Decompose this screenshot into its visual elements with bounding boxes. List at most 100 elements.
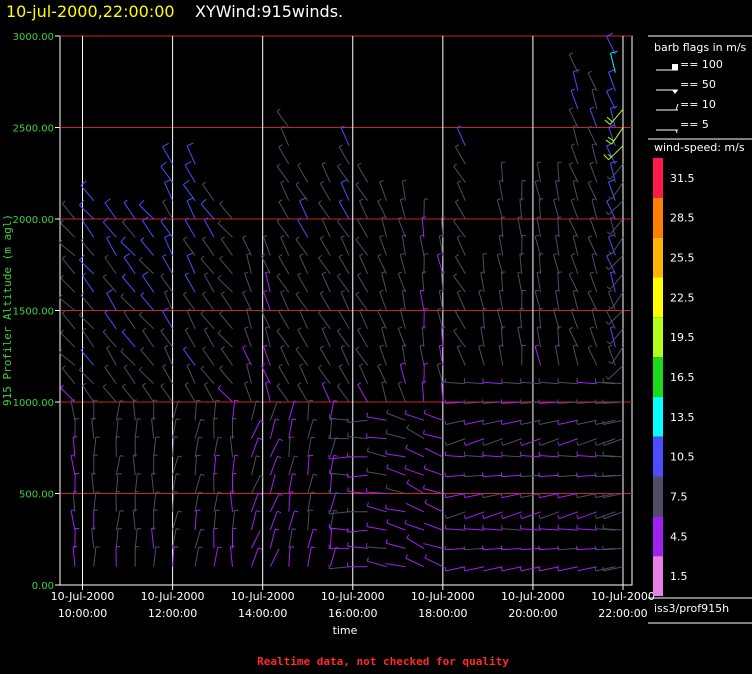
barb-staff: [539, 493, 560, 499]
barb-staff: [115, 510, 121, 531]
wind-barb: [74, 418, 80, 439]
barb-tick: [463, 514, 466, 519]
barb-tick: [575, 493, 578, 498]
barb-staff: [162, 311, 174, 330]
barb-tick: [217, 329, 222, 334]
barb-staff: [182, 294, 196, 311]
barb-tick: [385, 539, 388, 544]
barb-staff: [123, 366, 136, 384]
barb-tick: [61, 200, 66, 204]
wind-barb: [58, 294, 76, 311]
barb-staff: [576, 401, 597, 404]
barb-staff: [404, 523, 425, 531]
wind-barb: [321, 381, 331, 403]
barb-staff: [321, 273, 331, 293]
barb-staff: [591, 254, 598, 275]
wind-barb: [269, 418, 280, 439]
barb-tick: [519, 493, 522, 498]
wind-barb: [357, 382, 369, 403]
barb-staff: [276, 165, 290, 183]
barb-staff: [610, 217, 616, 238]
barb-staff: [269, 438, 280, 458]
wind-barb: [608, 179, 616, 201]
wind-barb: [232, 527, 237, 549]
barb-tick: [405, 444, 408, 449]
barb-staff: [436, 254, 444, 275]
barb-staff: [609, 328, 624, 345]
barb-tick: [338, 254, 343, 258]
wind-barb: [82, 218, 95, 238]
barb-tick: [379, 289, 384, 293]
wind-barb: [399, 253, 406, 275]
barb-staff: [501, 547, 522, 551]
barb-staff: [213, 437, 219, 457]
wind-barb: [82, 327, 95, 348]
wind-barb: [336, 163, 350, 183]
barb-staff: [421, 272, 425, 293]
wind-barb: [587, 235, 598, 256]
barb-tick: [186, 308, 191, 311]
barb-staff: [555, 180, 560, 201]
barb-staff: [261, 365, 271, 384]
barb-tick: [340, 235, 345, 238]
barb-tick: [338, 363, 343, 367]
barb-tick: [557, 514, 560, 519]
barb-tick: [444, 566, 447, 571]
barb-staff: [194, 400, 198, 421]
barb-tick: [221, 291, 225, 295]
barb-staff: [140, 239, 155, 256]
wind-barb: [456, 290, 466, 311]
wind-barb: [366, 557, 387, 568]
barb-tick: [276, 163, 281, 167]
barb-staff: [536, 162, 542, 183]
barb-staff: [104, 257, 117, 275]
barb-staff: [568, 164, 579, 183]
wind-barb: [246, 307, 252, 329]
barb-staff: [501, 566, 522, 572]
wind-barb: [184, 161, 196, 183]
wind-barb: [602, 378, 624, 385]
barb-staff: [436, 309, 444, 329]
wind-barb: [386, 409, 406, 421]
barb-staff: [381, 272, 388, 293]
barb-staff: [572, 126, 579, 146]
barb-staff: [79, 204, 95, 220]
barb-tick: [299, 197, 307, 202]
barb-staff: [595, 547, 616, 551]
wind-barb: [444, 493, 466, 499]
barb-staff: [568, 219, 579, 238]
barb-tick: [217, 384, 222, 389]
barb-staff: [445, 455, 466, 458]
barb-tick: [311, 436, 316, 439]
wind-barb: [421, 326, 427, 348]
barb-tick: [280, 180, 285, 183]
barb-tick: [606, 286, 611, 290]
wind-barb: [338, 309, 350, 330]
barb-tick: [177, 510, 183, 513]
barb-tick: [606, 176, 611, 180]
barb-tick: [386, 464, 389, 469]
wind-barb: [186, 363, 196, 384]
barb-tick: [478, 344, 483, 347]
wind-barb: [338, 254, 350, 275]
barb-staff: [359, 255, 369, 275]
wind-barb: [307, 491, 316, 512]
barb-staff: [278, 201, 290, 220]
wind-barb: [463, 524, 485, 531]
wind-barb: [194, 491, 203, 512]
barb-tick: [602, 493, 604, 498]
barb-tick: [455, 254, 460, 258]
barb-staff: [297, 329, 309, 348]
barb-tick: [61, 310, 66, 314]
wind-barb: [357, 162, 369, 183]
barb-staff: [276, 220, 290, 238]
barb-staff: [520, 547, 541, 551]
wind-barb: [151, 417, 156, 439]
wind-barb: [606, 87, 616, 110]
wind-barb: [58, 239, 76, 256]
barb-staff: [329, 527, 350, 531]
wind-barb: [219, 255, 233, 275]
wind-barb: [355, 291, 369, 311]
wind-barb: [93, 546, 100, 567]
wind-barb: [93, 436, 100, 457]
